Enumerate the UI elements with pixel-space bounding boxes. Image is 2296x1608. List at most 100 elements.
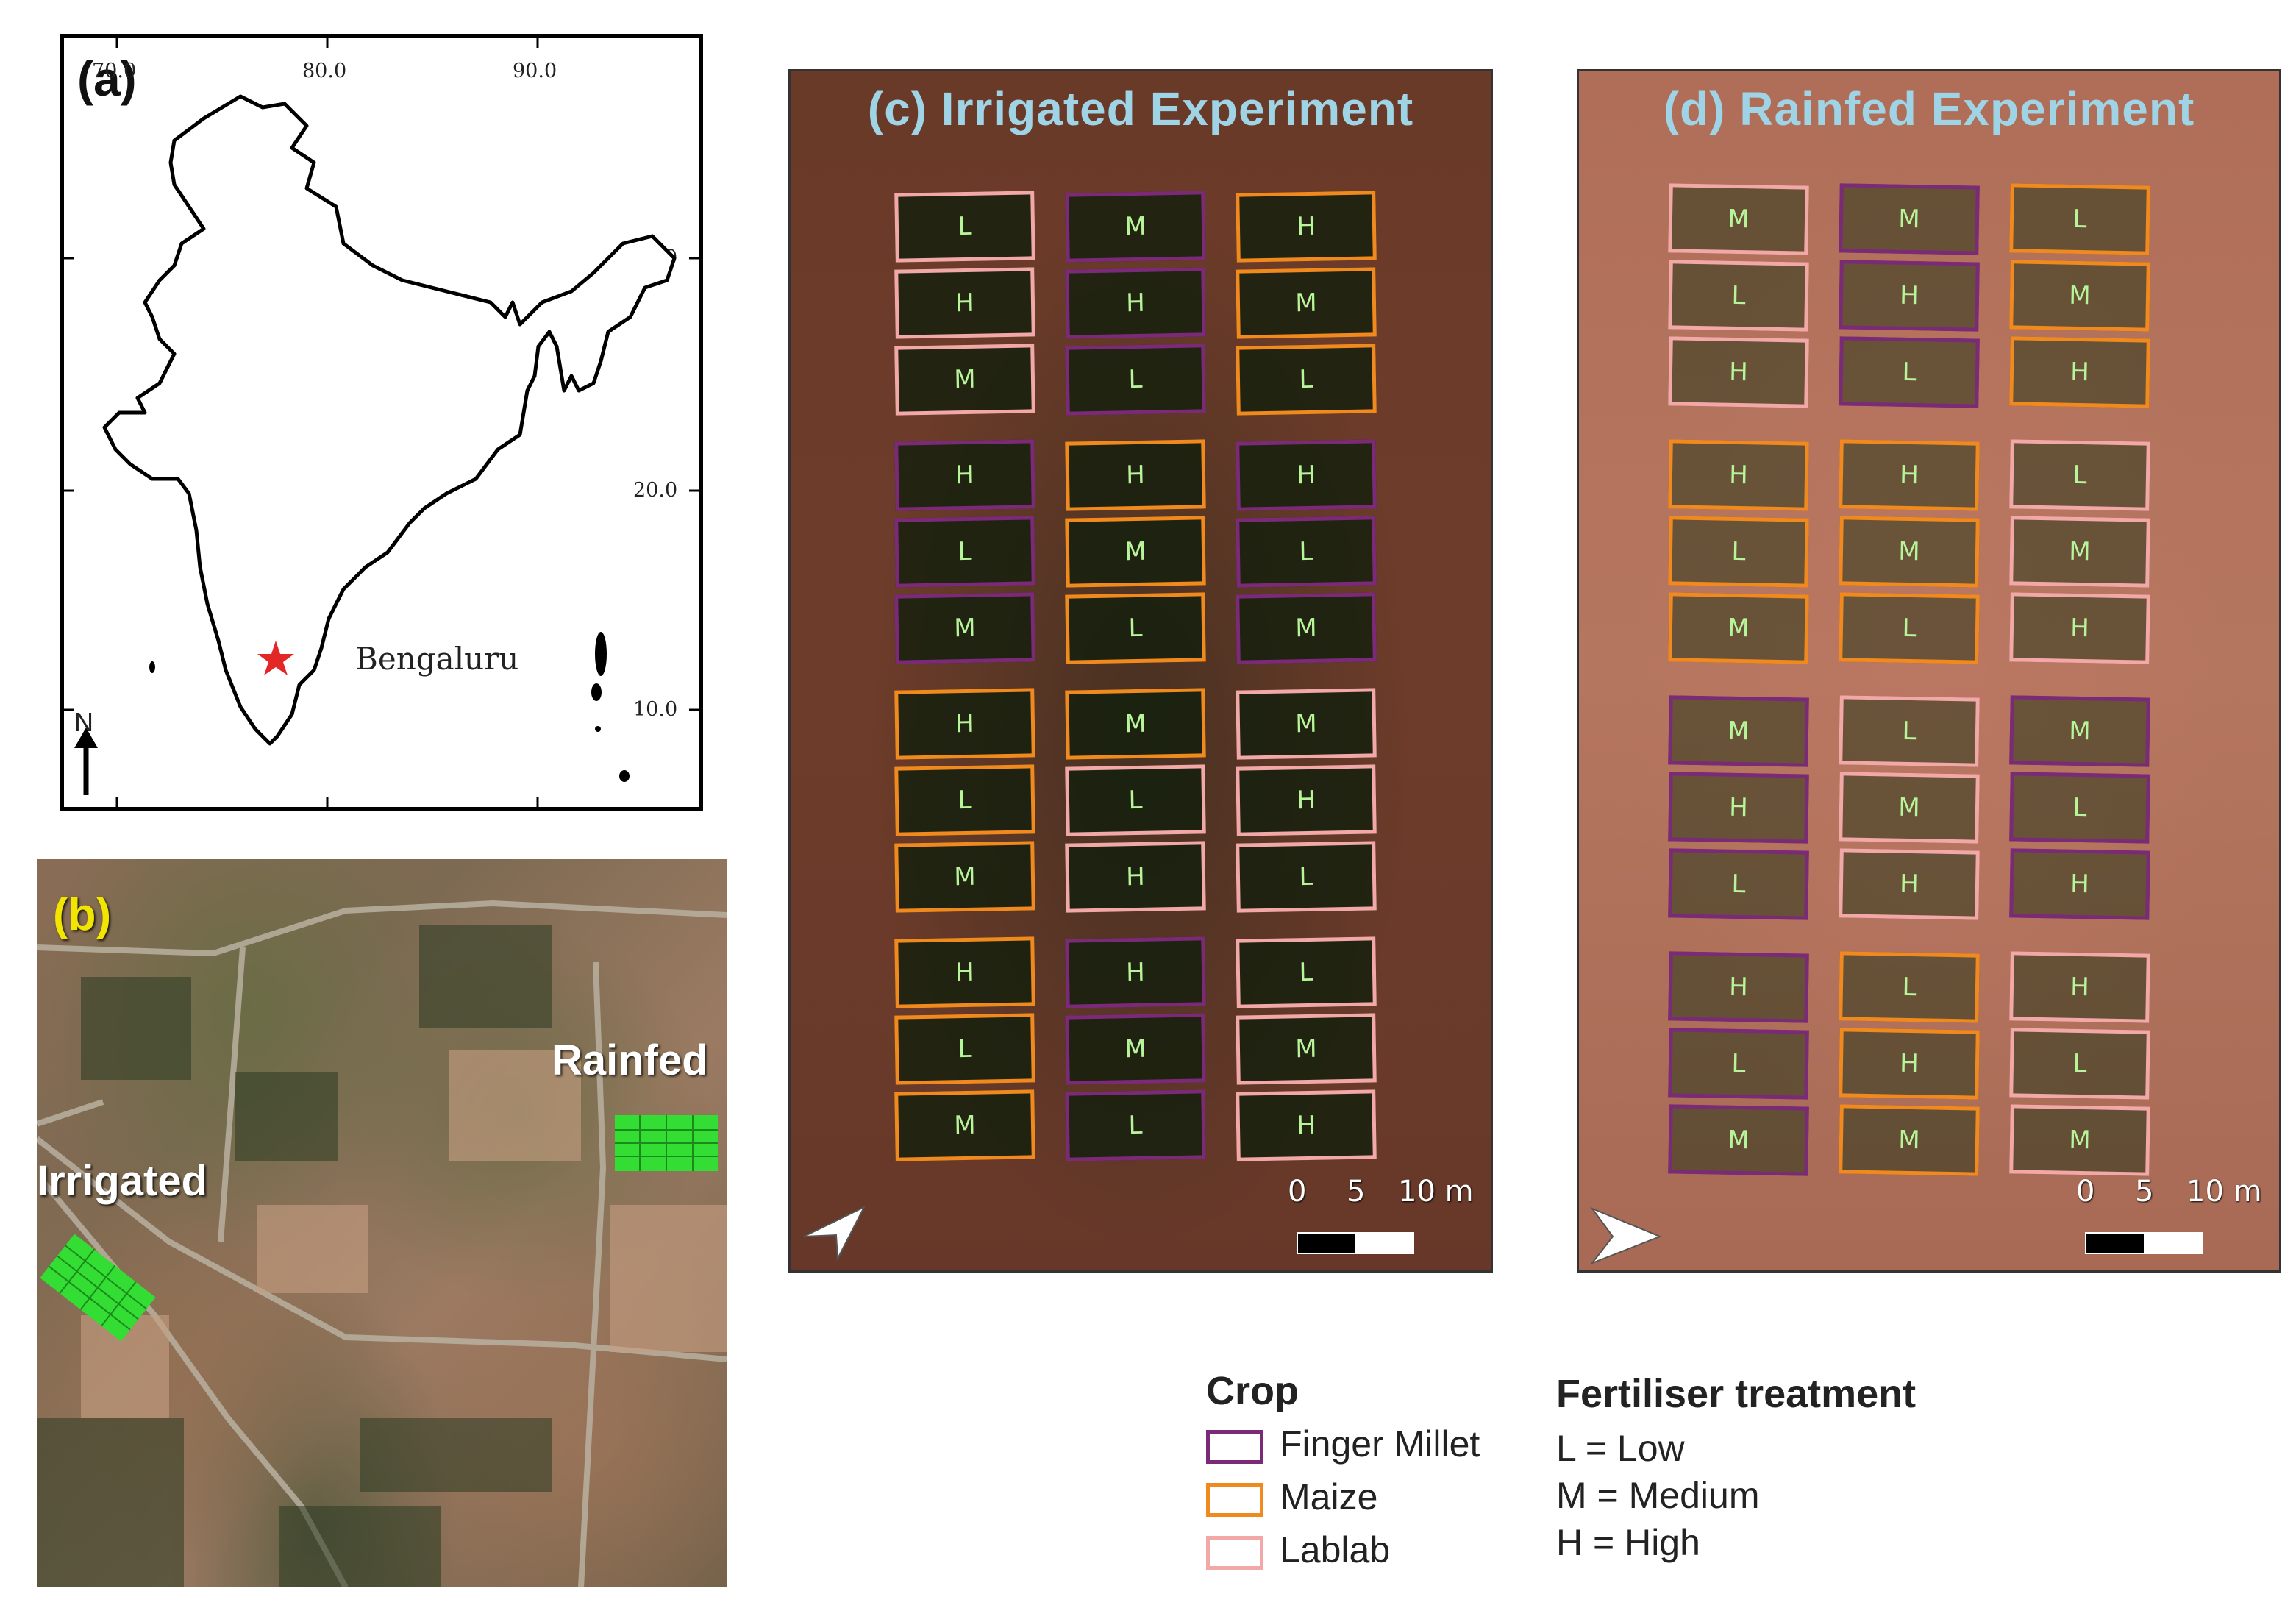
plot-lablab-H: H xyxy=(1065,841,1206,913)
finger-millet-label: Finger Millet xyxy=(1280,1423,1480,1465)
plot-lablab-L: L xyxy=(1065,764,1206,836)
plot-lablab-M: M xyxy=(1236,1013,1377,1085)
plot-maize-L: L xyxy=(1839,592,1980,664)
north-arrow-icon xyxy=(74,727,98,795)
crop-legend-heading: Crop xyxy=(1206,1369,1299,1413)
plot-maize-L: L xyxy=(1839,951,1980,1023)
plot-maize-M: M xyxy=(894,841,1035,913)
irrigated-plots xyxy=(40,1234,156,1342)
bengaluru-star-icon xyxy=(257,641,294,675)
lon-tick-90: 90.0 xyxy=(513,60,557,82)
plot-maize-L: L xyxy=(894,764,1035,836)
plot-finger-millet-L: L xyxy=(1839,336,1980,408)
plot-lablab-H: H xyxy=(2009,951,2150,1023)
plot-finger-millet-H: H xyxy=(1668,772,1809,844)
plot-lablab-M: M xyxy=(2009,1104,2150,1176)
plot-finger-millet-L: L xyxy=(1065,344,1206,416)
lablab-label: Lablab xyxy=(1280,1529,1391,1570)
plot-lablab-H: H xyxy=(1839,848,1980,920)
plot-lablab-M: M xyxy=(894,344,1035,416)
panel-a-letter: (a) xyxy=(77,51,137,106)
plot-lablab-L: L xyxy=(1236,841,1377,913)
plot-maize-L: L xyxy=(1668,516,1809,588)
plot-lablab-L: L xyxy=(2009,1028,2150,1100)
treatment-high: H = High xyxy=(1556,1522,1700,1563)
plot-lablab-M: M xyxy=(1236,688,1377,760)
india-outline xyxy=(64,38,699,807)
plot-maize-L: L xyxy=(894,1013,1035,1085)
plot-finger-millet-M: M xyxy=(1668,1104,1809,1176)
lat-tick-10: 10.0 xyxy=(633,698,678,721)
irrigated-label: Irrigated xyxy=(37,1157,208,1205)
plot-finger-millet-M: M xyxy=(2009,695,2150,767)
plot-lablab-H: H xyxy=(2009,592,2150,664)
plot-maize-L: L xyxy=(2009,183,2150,255)
plot-maize-H: H xyxy=(894,688,1035,760)
plot-finger-millet-L: L xyxy=(1668,1028,1809,1100)
plot-lablab-M: M xyxy=(1839,772,1980,844)
maize-swatch xyxy=(1206,1483,1263,1517)
bengaluru-label: Bengaluru xyxy=(355,641,519,677)
plot-finger-millet-M: M xyxy=(894,592,1035,664)
lablab-swatch xyxy=(1206,1536,1263,1570)
scale-label-0: 0 xyxy=(2076,1175,2095,1209)
scale-label-10m: 10 m xyxy=(1398,1175,1474,1209)
plot-finger-millet-M: M xyxy=(1668,695,1809,767)
scale-label-0: 0 xyxy=(1288,1175,1307,1209)
treatment-medium: M = Medium xyxy=(1556,1475,1760,1516)
maize-label: Maize xyxy=(1280,1476,1378,1518)
scale-bar xyxy=(2085,1232,2203,1254)
plot-finger-millet-M: M xyxy=(1236,592,1377,664)
plot-maize-L: L xyxy=(1065,592,1206,664)
rainfed-plots xyxy=(615,1115,718,1171)
fertiliser-legend-heading: Fertiliser treatment xyxy=(1556,1372,1917,1416)
scale-label-5: 5 xyxy=(1347,1175,1366,1209)
plot-finger-millet-H: H xyxy=(894,439,1035,511)
plot-finger-millet-H: H xyxy=(1236,439,1377,511)
plot-lablab-H: H xyxy=(1236,764,1377,836)
treatment-low: L = Low xyxy=(1556,1428,1685,1469)
lon-tick-70: 70.0 xyxy=(92,60,137,82)
plot-lablab-M: M xyxy=(1668,183,1809,255)
plot-maize-H: H xyxy=(1668,439,1809,511)
scale-label-5: 5 xyxy=(2135,1175,2154,1209)
finger-millet-swatch xyxy=(1206,1430,1263,1464)
plot-lablab-M: M xyxy=(2009,516,2150,588)
plot-maize-M: M xyxy=(1236,267,1377,339)
scale-label-10m: 10 m xyxy=(2186,1175,2262,1209)
plot-maize-M: M xyxy=(1065,516,1206,588)
north-label: N xyxy=(74,707,93,737)
plot-finger-millet-L: L xyxy=(2009,772,2150,844)
plot-maize-M: M xyxy=(1065,688,1206,760)
plot-maize-M: M xyxy=(894,1089,1035,1161)
plot-finger-millet-H: H xyxy=(1065,936,1206,1008)
plot-finger-millet-M: M xyxy=(1839,183,1980,255)
north-arrow-icon xyxy=(803,1205,866,1262)
plot-lablab-H: H xyxy=(1236,1089,1377,1161)
plot-lablab-L: L xyxy=(2009,439,2150,511)
lon-tick-80: 80.0 xyxy=(302,60,347,82)
plot-lablab-L: L xyxy=(894,191,1035,263)
plot-maize-H: H xyxy=(1839,1028,1980,1100)
plot-maize-L: L xyxy=(1236,344,1377,416)
plot-lablab-L: L xyxy=(1236,936,1377,1008)
plot-maize-M: M xyxy=(1839,1104,1980,1176)
plot-finger-millet-H: H xyxy=(1668,951,1809,1023)
satellite-overview-panel: (b) Rainfed Irrigated xyxy=(37,859,727,1587)
plot-finger-millet-H: H xyxy=(2009,848,2150,920)
plot-lablab-H: H xyxy=(894,267,1035,339)
plot-finger-millet-L: L xyxy=(1668,848,1809,920)
plot-finger-millet-H: H xyxy=(1065,267,1206,339)
panel-b-letter: (b) xyxy=(53,889,112,940)
plot-finger-millet-M: M xyxy=(1065,1013,1206,1085)
plot-finger-millet-L: L xyxy=(894,516,1035,588)
plot-maize-H: H xyxy=(2009,336,2150,408)
lat-tick-20: 20.0 xyxy=(633,479,678,502)
rainfed-label: Rainfed xyxy=(552,1036,708,1084)
india-map-panel: (a) 70.0 80.0 90.0 30.0 20.0 10.0 N Beng… xyxy=(60,34,703,811)
north-arrow-icon xyxy=(1589,1206,1662,1265)
satellite-roads xyxy=(37,900,727,1587)
plot-lablab-L: L xyxy=(1668,260,1809,332)
plot-maize-H: H xyxy=(894,936,1035,1008)
